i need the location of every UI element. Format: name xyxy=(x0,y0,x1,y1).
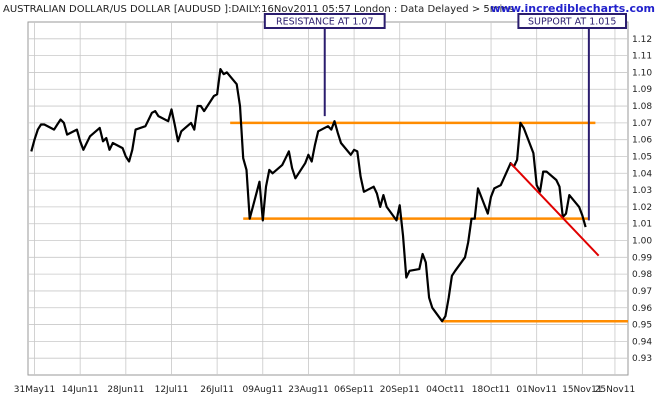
y-tick-label: 0.97 xyxy=(632,287,652,297)
y-tick-label: 1.10 xyxy=(632,68,652,78)
x-tick-label: 12Jul11 xyxy=(155,385,189,395)
y-tick-label: 1.03 xyxy=(632,186,652,196)
y-tick-label: 1.01 xyxy=(632,220,652,230)
x-tick-label: 04Oct11 xyxy=(426,385,464,395)
x-tick-label: 01Nov11 xyxy=(516,385,556,395)
x-tick-label: 15Nov11 xyxy=(562,385,602,395)
x-tick-label: 18Oct11 xyxy=(472,385,510,395)
x-tick-label: 23Aug11 xyxy=(288,385,328,395)
x-tick-label: 09Aug11 xyxy=(243,385,283,395)
chart-title: AUSTRALIAN DOLLAR/US DOLLAR [AUDUSD ]:DA… xyxy=(3,4,514,15)
x-tick-label: 31May11 xyxy=(14,385,56,395)
y-tick-label: 1.05 xyxy=(632,152,652,162)
trendline xyxy=(509,162,600,257)
y-tick-label: 1.07 xyxy=(632,119,652,129)
y-tick-label: 0.93 xyxy=(632,354,652,364)
x-tick-label: 28Jun11 xyxy=(107,385,144,395)
watermark: www.incrediblecharts.com xyxy=(491,2,655,15)
x-tick-label: 06Sep11 xyxy=(334,385,374,395)
x-tick-label: 20Sep11 xyxy=(380,385,420,395)
y-tick-label: 0.99 xyxy=(632,253,652,263)
y-tick-label: 1.12 xyxy=(632,35,652,45)
y-tick-label: 1.00 xyxy=(632,237,652,247)
y-tick-label: 1.11 xyxy=(632,52,652,62)
y-tick-label: 1.08 xyxy=(632,102,652,112)
x-tick-label: 25Nov11 xyxy=(595,385,635,395)
callout-box xyxy=(263,13,386,29)
price-series-line xyxy=(30,67,587,323)
x-tick-label: 14Jun11 xyxy=(62,385,99,395)
y-tick-label: 1.04 xyxy=(632,169,652,179)
y-tick-label: 0.98 xyxy=(632,270,652,280)
y-tick-label: 0.95 xyxy=(632,321,652,331)
callout-label: SUPPORT AT 1.015 xyxy=(528,17,616,28)
y-tick-label: 0.96 xyxy=(632,304,652,314)
callout-box xyxy=(517,13,628,29)
x-tick-label: 26Jul11 xyxy=(200,385,234,395)
y-tick-label: 0.94 xyxy=(632,337,652,347)
y-tick-label: 1.09 xyxy=(632,85,652,95)
callout-label: RESISTANCE AT 1.07 xyxy=(276,17,374,28)
y-tick-label: 1.06 xyxy=(632,136,652,146)
y-tick-label: 1.02 xyxy=(632,203,652,213)
